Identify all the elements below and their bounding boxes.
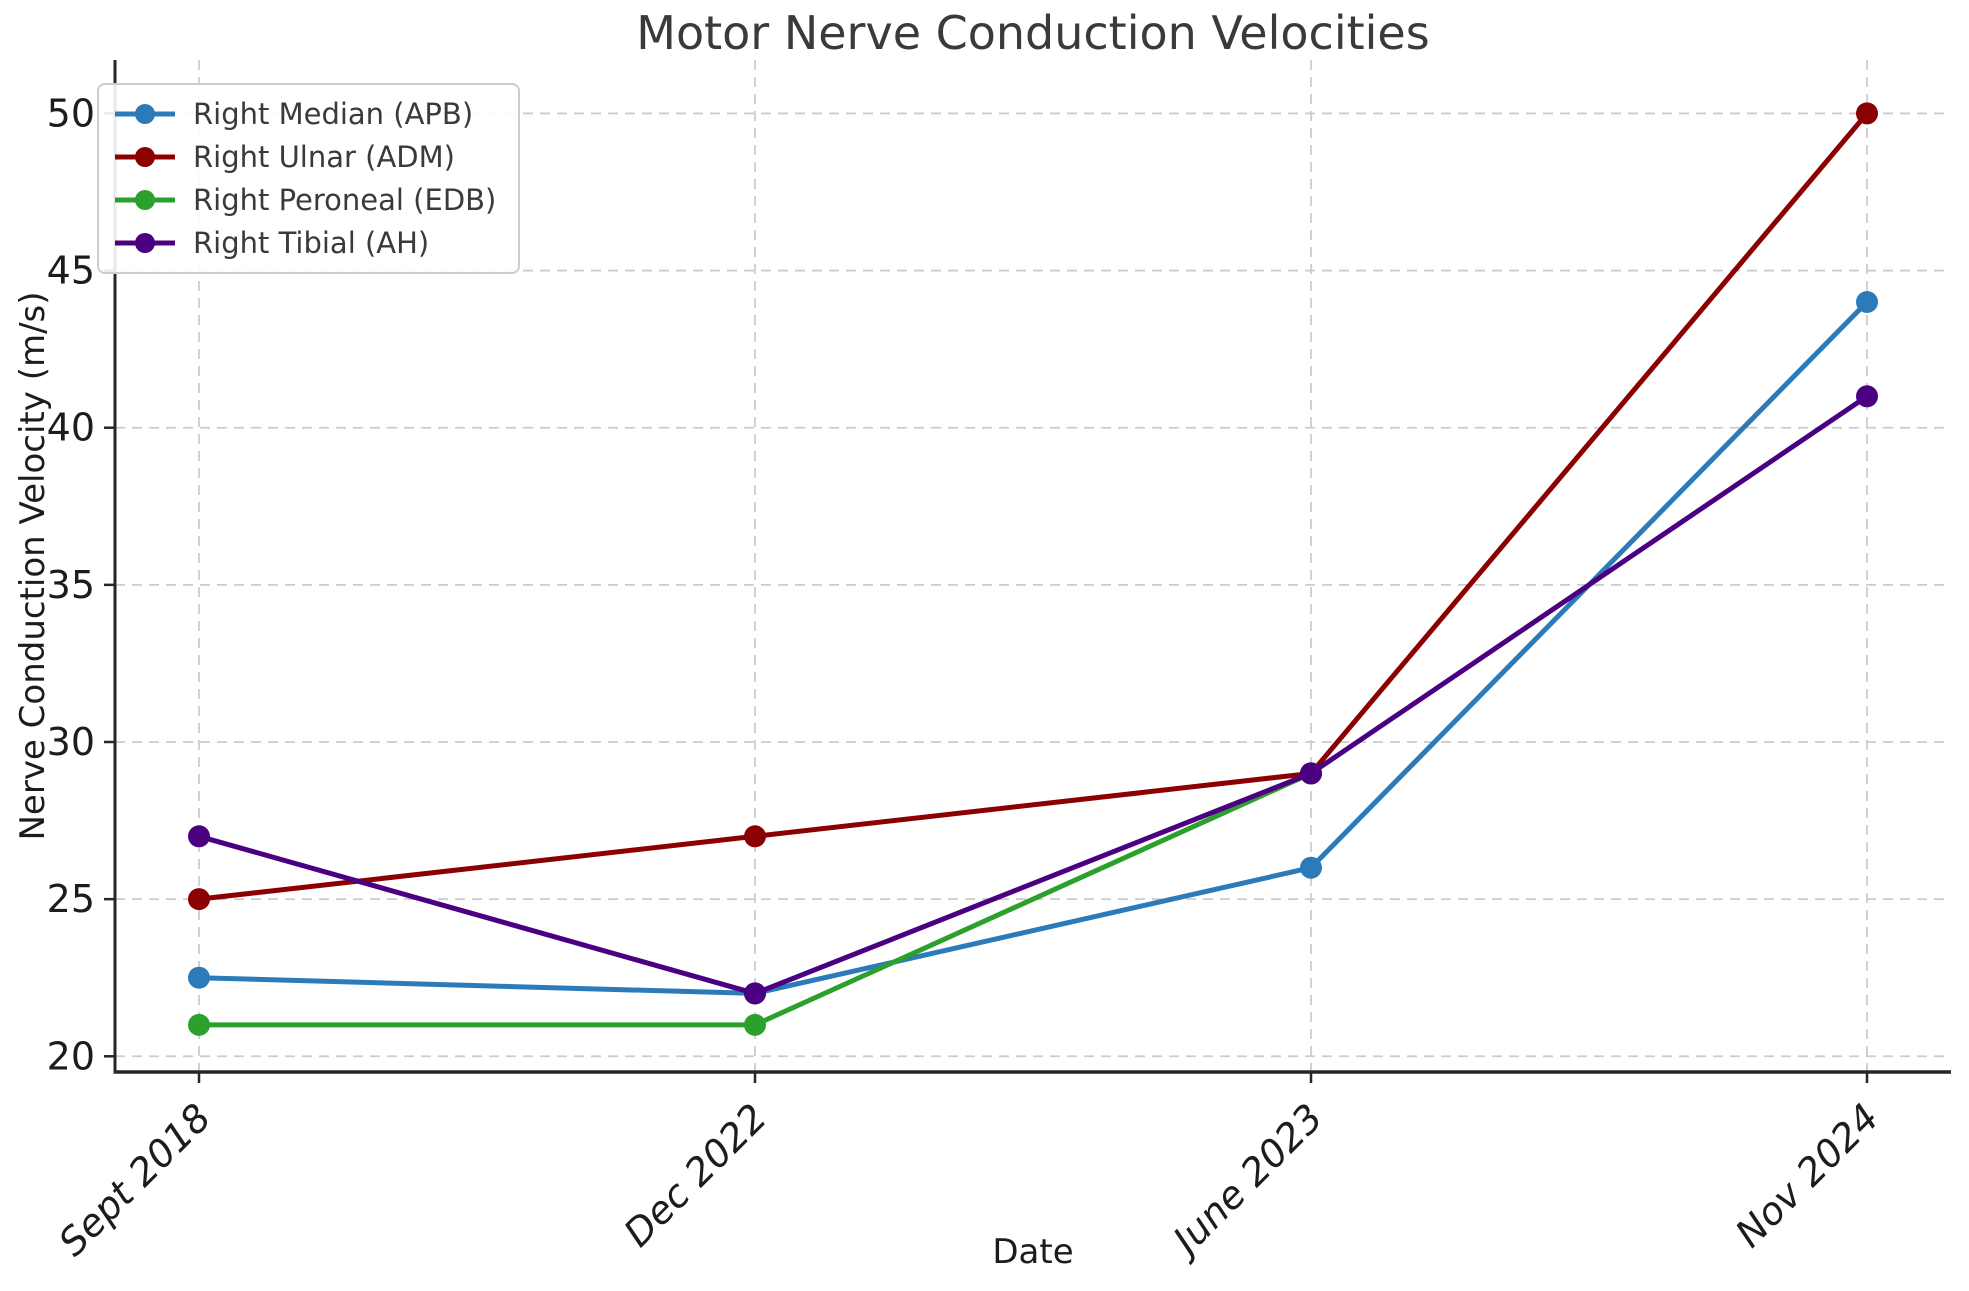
data-point	[744, 982, 766, 1005]
legend-item-label: Right Peroneal (EDB)	[193, 183, 497, 217]
y-tick-label: 35	[47, 563, 95, 607]
legend-marker-icon	[115, 233, 175, 253]
legend-item: Right Peroneal (EDB)	[113, 183, 496, 217]
x-axis-label: Date	[992, 1232, 1074, 1272]
legend-item: Right Tibial (AH)	[113, 226, 496, 260]
legend-item: Right Ulnar (ADM)	[113, 140, 496, 174]
data-point	[744, 1013, 766, 1036]
y-tick-label: 50	[47, 91, 95, 135]
y-tick-label: 45	[47, 249, 95, 293]
y-tick-label: 20	[47, 1034, 95, 1078]
series-line	[196, 110, 1870, 902]
legend-item-label: Right Median (APB)	[193, 97, 474, 131]
y-tick-label: 25	[47, 877, 95, 921]
data-point	[1300, 856, 1322, 879]
y-tick-label: 40	[47, 406, 95, 450]
legend: Right Median (APB) Right Ulnar (ADM) Right…	[97, 83, 521, 274]
legend-item: Right Median (APB)	[113, 97, 496, 131]
data-point	[744, 825, 766, 848]
data-point	[188, 825, 210, 848]
data-point	[188, 888, 210, 911]
legend-item-label: Right Tibial (AH)	[193, 226, 430, 260]
series-line	[196, 299, 1870, 996]
data-point	[1856, 385, 1878, 408]
data-point	[1856, 291, 1878, 313]
legend-marker-icon	[115, 104, 175, 124]
data-point	[1300, 762, 1322, 785]
data-point	[1856, 102, 1878, 125]
legend-marker-icon	[115, 147, 175, 167]
legend-marker-icon	[115, 190, 175, 210]
y-tick-label: 30	[47, 720, 95, 764]
data-point	[188, 1013, 210, 1036]
legend-item-label: Right Ulnar (ADM)	[193, 140, 455, 174]
series-line	[196, 393, 1870, 997]
chart-title: Motor Nerve Conduction Velocities	[636, 6, 1430, 60]
data-point	[188, 966, 210, 989]
